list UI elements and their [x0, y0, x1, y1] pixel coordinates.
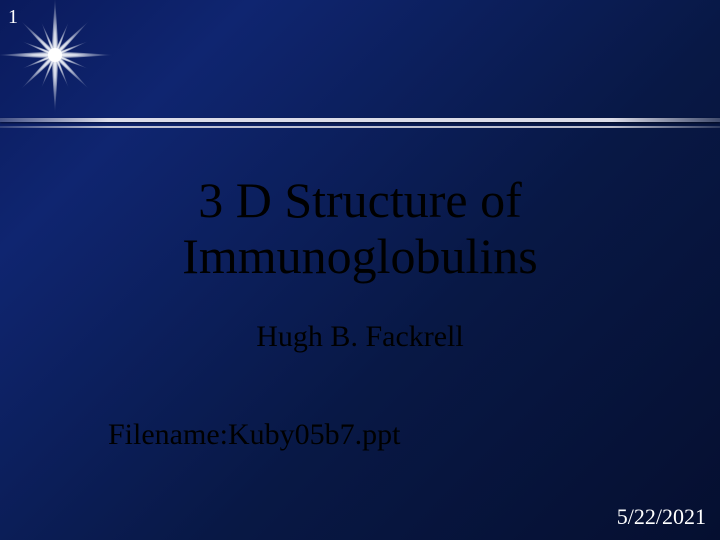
- slide-title: 3 D Structure of Immunoglobulins: [0, 172, 720, 284]
- page-number: 1: [8, 6, 18, 29]
- title-line-2: Immunoglobulins: [0, 228, 720, 284]
- author: Hugh B. Fackrell: [0, 320, 720, 354]
- title-line-1: 3 D Structure of: [0, 172, 720, 228]
- divider: [0, 118, 720, 132]
- slide: 1: [0, 0, 720, 540]
- filename-label: Filename:Kuby05b7.ppt: [108, 418, 400, 452]
- date: 5/22/2021: [617, 504, 706, 530]
